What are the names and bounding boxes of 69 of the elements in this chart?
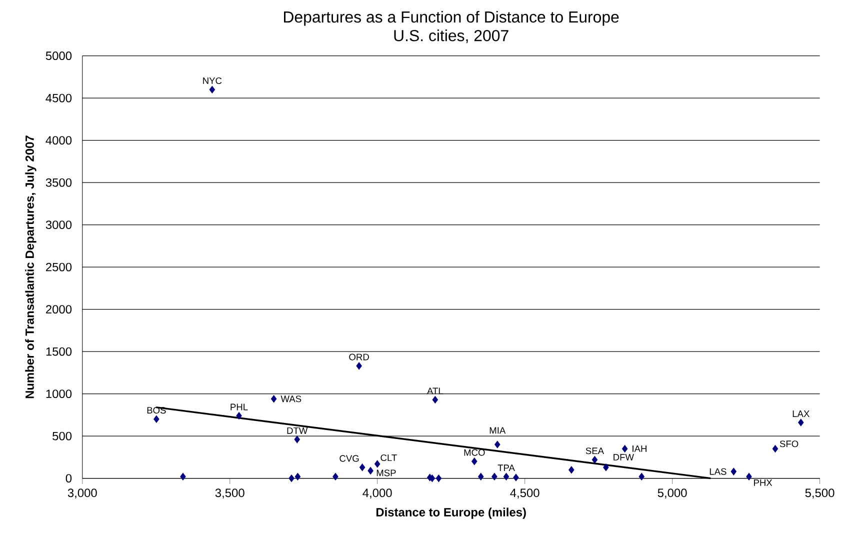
point	[356, 362, 362, 370]
point	[568, 466, 574, 474]
point	[288, 474, 294, 482]
point	[436, 474, 442, 482]
x-tick-label: 3,500	[215, 488, 244, 498]
annotation: TPA	[498, 464, 515, 471]
annotation: WAS	[280, 395, 302, 402]
point	[368, 466, 374, 474]
annotation: SEA	[586, 447, 604, 454]
point	[472, 457, 478, 465]
point	[503, 472, 510, 480]
point	[294, 472, 301, 480]
annotation: PHX	[754, 479, 772, 486]
x-tick-label: 4,000	[362, 488, 392, 498]
annotation: LAX	[792, 410, 810, 417]
point	[638, 472, 644, 480]
annotation: SFO	[780, 440, 798, 447]
point	[180, 472, 186, 480]
x-tick-label: 4,500	[510, 488, 540, 498]
point	[622, 444, 628, 452]
annotation: MCO	[464, 449, 485, 456]
point	[730, 468, 737, 476]
x-tick-label: 5,000	[658, 488, 687, 498]
annotation: DFW	[614, 454, 634, 460]
point	[478, 472, 484, 480]
x-tick-label: 3,000	[68, 488, 97, 498]
point	[592, 456, 598, 464]
point	[432, 396, 438, 404]
annotation: CVG	[340, 454, 359, 462]
annotation: LAS	[710, 468, 726, 475]
point	[359, 463, 366, 471]
y-tick-label: 3000	[46, 220, 72, 229]
y-tick-label: 4000	[46, 136, 72, 144]
annotation: PHL	[230, 404, 248, 410]
point	[492, 472, 498, 480]
chart-subtitle: U.S. cities, 2007	[394, 29, 508, 43]
annotation: CLT	[380, 454, 397, 461]
point	[798, 418, 804, 426]
point	[332, 472, 338, 480]
y-tick-label: 5000	[46, 51, 72, 60]
point	[209, 86, 216, 94]
annotation: DTW	[287, 427, 308, 434]
y-tick-label: 500	[52, 432, 72, 440]
point	[236, 412, 242, 420]
annotation: MSP	[376, 469, 396, 476]
y-tick-label: 0	[66, 474, 72, 482]
y-tick-label: 3500	[46, 178, 72, 187]
chart-title: Departures as a Function of Distance to Europe	[284, 10, 619, 26]
annotation: IAH	[632, 445, 646, 452]
y-tick-label: 2500	[46, 262, 72, 272]
point	[772, 444, 778, 452]
point	[154, 415, 160, 423]
point	[746, 472, 752, 480]
x-axis-title: Distance to Europe (miles)	[376, 507, 526, 519]
y-tick-label: 4500	[46, 94, 72, 102]
x-tick-label: 5,500	[805, 488, 834, 498]
y-tick-label: 1000	[46, 389, 72, 398]
point	[270, 394, 277, 402]
point	[494, 440, 500, 448]
point	[513, 474, 519, 481]
y-tick-label: 2000	[46, 304, 72, 314]
annotation: NYC	[203, 77, 222, 84]
point	[374, 460, 380, 468]
point	[603, 463, 609, 471]
annotation: MIA	[490, 427, 506, 434]
y-axis-title: Number of Transatlantic Departures, July 2007	[25, 135, 36, 398]
point	[294, 436, 300, 443]
annotation: ORD	[349, 354, 369, 360]
y-tick-label: 1500	[46, 347, 72, 356]
